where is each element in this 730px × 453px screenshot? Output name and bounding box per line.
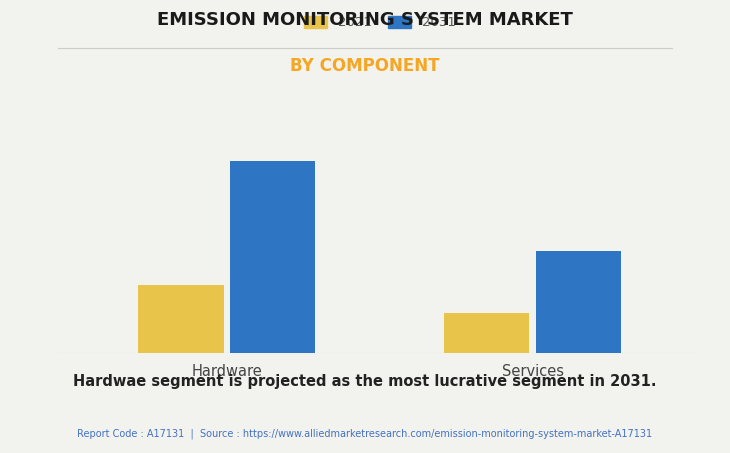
Bar [536, 251, 621, 353]
Text: Report Code : A17131  |  Source : https://www.alliedmarketresearch.com/emission-: Report Code : A17131 | Source : https://… [77, 428, 653, 439]
Text: EMISSION MONITORING SYSTEM MARKET: EMISSION MONITORING SYSTEM MARKET [157, 11, 573, 29]
Bar [138, 285, 223, 353]
Text: Hardwae segment is projected as the most lucrative segment in 2031.: Hardwae segment is projected as the most… [73, 374, 657, 389]
Bar [444, 313, 529, 353]
Bar [230, 161, 315, 353]
Legend: 2021, 2031: 2021, 2031 [304, 16, 456, 29]
Text: BY COMPONENT: BY COMPONENT [291, 57, 439, 75]
